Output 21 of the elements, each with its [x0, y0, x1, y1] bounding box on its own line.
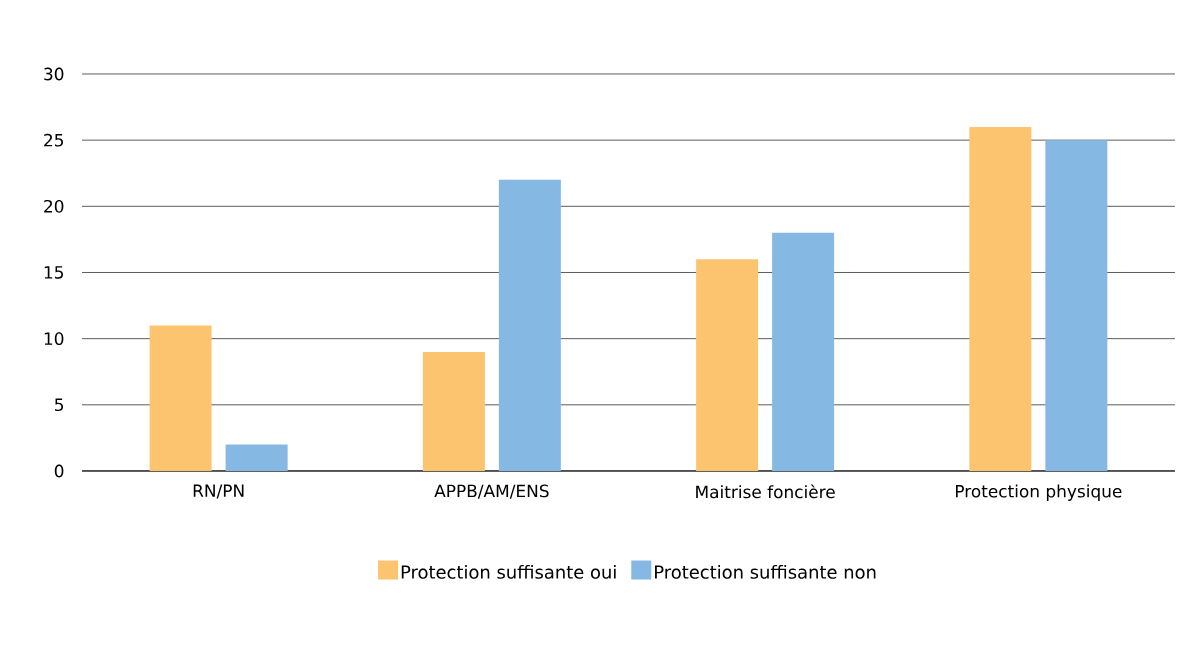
y-tick-label: 15 [44, 266, 64, 279]
bar [149, 325, 212, 471]
x-tick-label: Protection physique [955, 484, 1122, 501]
bar [498, 179, 561, 471]
y-tick-label: 5 [55, 398, 64, 412]
y-tick-label: 0 [54, 464, 64, 478]
bar [696, 259, 759, 471]
bar [422, 351, 485, 471]
x-tick-label: RN/PN [193, 484, 244, 499]
x-tick-label: Maitrise foncière [696, 484, 835, 499]
y-tick-label: 10 [44, 332, 64, 346]
x-tick-label: APPB/AM/ENS [434, 484, 549, 499]
bar [1045, 140, 1108, 471]
y-tick-label: 20 [44, 199, 64, 213]
bar [969, 126, 1032, 471]
y-tick-label: 25 [44, 133, 64, 147]
legend-label: Protection suffisante non [655, 564, 876, 579]
legend-label: Protection suffisante oui [401, 564, 616, 579]
bar [225, 444, 288, 471]
bar [772, 232, 835, 471]
y-tick-label: 30 [44, 67, 64, 81]
